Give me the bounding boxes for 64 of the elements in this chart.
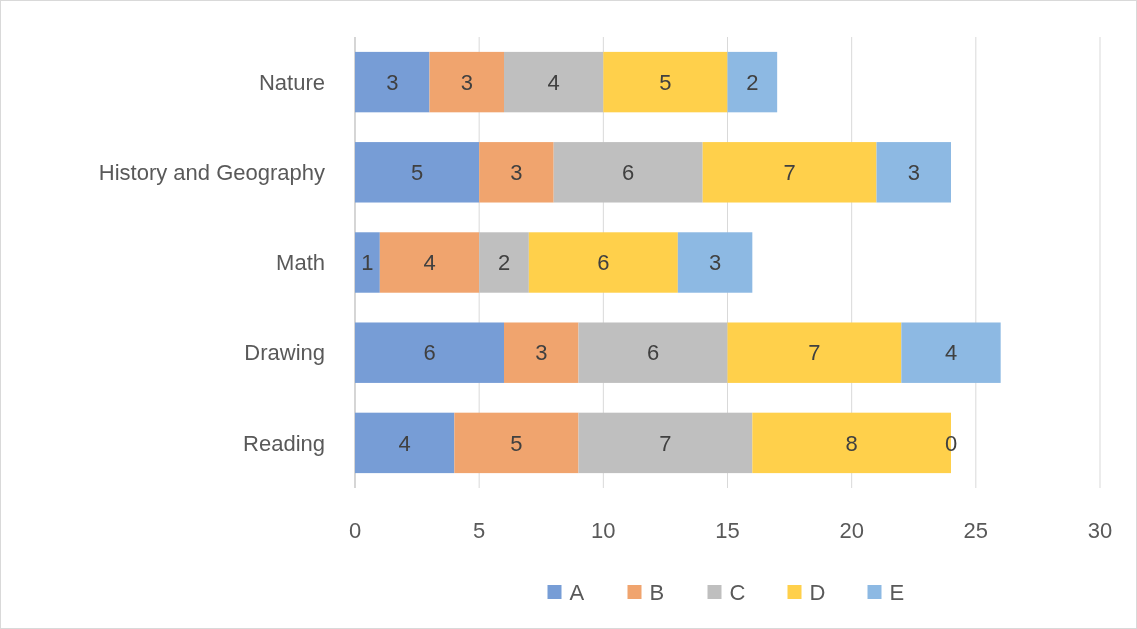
legend-label: C — [729, 579, 746, 605]
bar — [355, 142, 480, 203]
data-label: 5 — [510, 430, 523, 456]
data-label: 2 — [746, 69, 759, 95]
legend-label: E — [889, 579, 905, 605]
bar — [578, 412, 753, 474]
legend-label: B — [649, 579, 665, 605]
data-label: 2 — [497, 250, 511, 276]
bar — [603, 51, 728, 113]
bar — [876, 142, 951, 203]
x-tick-label: 30 — [1087, 517, 1113, 543]
bar — [355, 51, 430, 113]
y-tick-label: Math — [276, 250, 325, 276]
data-label: 3 — [510, 160, 523, 185]
data-label: 6 — [646, 340, 660, 366]
x-tick-label: 20 — [839, 517, 864, 543]
data-label: 7 — [808, 340, 821, 366]
data-label: 3 — [708, 250, 722, 276]
data-label: 1 — [361, 250, 374, 276]
bar — [479, 232, 529, 293]
bar — [677, 232, 753, 293]
bar — [479, 142, 554, 203]
data-label: 7 — [659, 430, 672, 456]
data-label: 5 — [659, 69, 672, 95]
bar — [504, 51, 604, 113]
bar — [379, 232, 480, 293]
data-label: 3 — [386, 69, 399, 95]
legend-label: D — [809, 579, 826, 605]
bar — [578, 322, 728, 383]
x-tick-label: 25 — [963, 517, 989, 543]
y-tick-label: History and Geography — [98, 160, 325, 185]
bar — [553, 142, 703, 203]
data-label: 3 — [535, 340, 548, 366]
data-label: 7 — [783, 160, 796, 185]
bar — [702, 142, 877, 203]
bar — [429, 51, 504, 113]
x-tick-label: 0 — [348, 517, 362, 543]
bar — [355, 232, 380, 293]
data-label: 4 — [398, 430, 411, 456]
y-tick-label: Drawing — [244, 340, 325, 366]
bar — [727, 51, 778, 113]
bar — [454, 412, 579, 474]
x-tick-label: 15 — [715, 517, 740, 543]
bar — [528, 232, 678, 293]
data-label: 4 — [944, 340, 958, 366]
y-tick-label: Reading — [243, 430, 325, 456]
data-label: 6 — [597, 250, 610, 276]
bar — [355, 412, 455, 474]
data-label: 8 — [845, 430, 858, 456]
data-label: 6 — [423, 340, 436, 366]
x-tick-label: 10 — [591, 517, 616, 543]
data-label: 4 — [423, 250, 436, 276]
bar — [727, 322, 902, 383]
bar — [504, 322, 579, 383]
data-label: 6 — [622, 160, 635, 185]
data-label: 3 — [907, 160, 920, 185]
data-label: 4 — [547, 69, 560, 95]
data-label: 5 — [410, 160, 424, 185]
legend-label: A — [569, 579, 585, 605]
bar — [355, 322, 504, 383]
x-tick-label: 5 — [473, 517, 486, 543]
y-tick-label: Nature — [258, 69, 325, 95]
data-label: 3 — [460, 69, 473, 95]
bar — [901, 322, 1001, 383]
